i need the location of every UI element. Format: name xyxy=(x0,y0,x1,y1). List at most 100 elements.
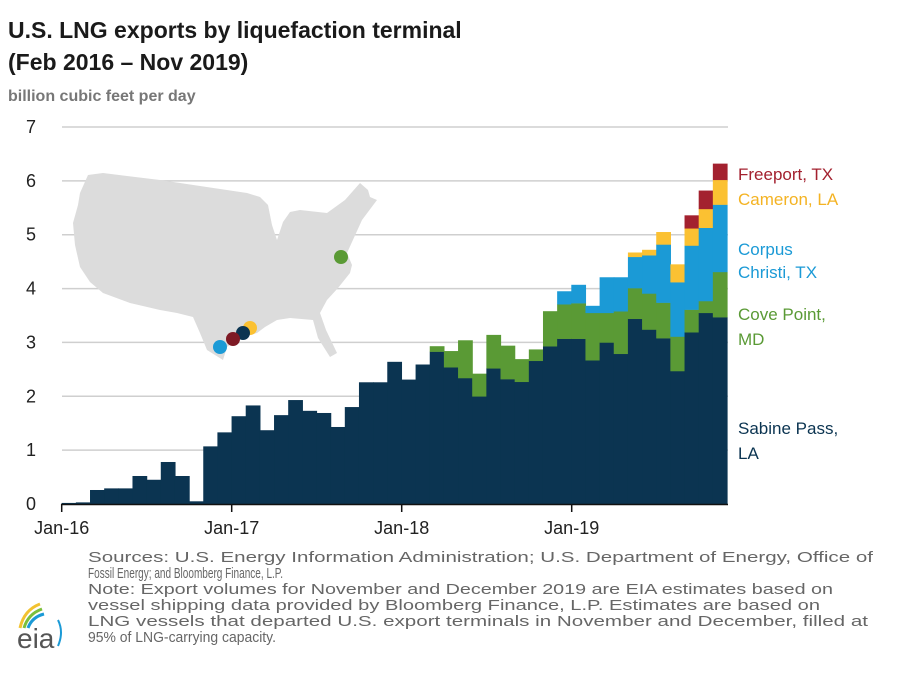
y-tick-label: 7 xyxy=(26,117,36,137)
bar-sabine-pass-la-2017-05 xyxy=(274,415,289,505)
bar-cove-point-md-2019-06 xyxy=(627,288,643,320)
bar-cove-point-md-2018-06 xyxy=(458,340,473,379)
footer-line: Note: Export volumes for November and De… xyxy=(88,581,833,598)
bar-sabine-pass-la-2018-04 xyxy=(429,351,445,505)
legend: Freeport, TX Cameron, LA Corpus Christi,… xyxy=(738,165,839,463)
bar-cove-point-md-2019-09 xyxy=(670,336,686,372)
bar-corpus-christi-tx-2019-09 xyxy=(670,282,686,337)
bar-cove-point-md-2018-10 xyxy=(514,359,530,383)
bar-cove-point-md-2018-05 xyxy=(443,351,459,368)
bar-freeport-tx-2019-10 xyxy=(684,215,700,229)
bar-sabine-pass-la-2018-08 xyxy=(486,368,502,505)
bar-cove-point-md-2019-07 xyxy=(642,293,657,330)
x-ticks: Jan-16 Jan-17 Jan-18 Jan-19 xyxy=(34,504,599,538)
bar-cove-point-md-2019-12 xyxy=(712,271,728,318)
bar-sabine-pass-la-2019-06 xyxy=(627,318,643,505)
bar-cove-point-md-2018-08 xyxy=(486,334,502,369)
y-tick-label: 6 xyxy=(26,171,36,191)
bar-sabine-pass-la-2018-03 xyxy=(415,364,431,505)
bar-cove-point-md-2018-11 xyxy=(528,349,544,362)
y-tick-label: 4 xyxy=(26,279,36,299)
bar-cameron-la-2019-11 xyxy=(698,208,714,229)
bar-sabine-pass-la-2018-01 xyxy=(387,361,403,505)
corpus-christi-marker xyxy=(213,340,227,354)
x-tick-label: Jan-18 xyxy=(374,518,429,538)
bar-corpus-christi-tx-2019-02 xyxy=(571,284,587,304)
bar-sabine-pass-la-2016-06 xyxy=(118,488,134,505)
bar-sabine-pass-la-2018-12 xyxy=(542,346,558,505)
bar-sabine-pass-la-2019-02 xyxy=(571,338,587,505)
bar-freeport-tx-2019-12 xyxy=(712,163,728,181)
x-tick-label: Jan-17 xyxy=(204,518,259,538)
bar-cove-point-md-2018-07 xyxy=(472,373,487,397)
y-tick-labels: 0 1 2 3 4 5 6 7 xyxy=(26,117,36,514)
bar-sabine-pass-la-2018-10 xyxy=(514,381,530,505)
bar-sabine-pass-la-2018-05 xyxy=(443,367,459,505)
bar-sabine-pass-la-2018-06 xyxy=(458,377,473,505)
bar-cove-point-md-2018-04 xyxy=(429,346,445,352)
bar-cove-point-md-2019-01 xyxy=(557,304,572,339)
x-tick-label: Jan-19 xyxy=(544,518,599,538)
footer-line: Sources: U.S. Energy Information Adminis… xyxy=(88,549,874,566)
bar-corpus-christi-tx-2019-07 xyxy=(642,255,657,294)
bar-cameron-la-2019-09 xyxy=(670,264,686,283)
bar-corpus-christi-tx-2019-03 xyxy=(585,305,601,314)
bar-sabine-pass-la-2017-07 xyxy=(302,410,318,505)
legend-sabine-pass-line1: Sabine Pass, xyxy=(738,419,838,438)
legend-cove-point-line1: Cove Point, xyxy=(738,305,826,324)
bar-sabine-pass-la-2017-02 xyxy=(231,416,247,505)
bar-sabine-pass-la-2019-04 xyxy=(599,342,615,505)
bar-corpus-christi-tx-2019-10 xyxy=(684,245,700,310)
bar-sabine-pass-la-2017-04 xyxy=(259,430,275,505)
legend-cameron: Cameron, LA xyxy=(738,190,839,209)
bar-cove-point-md-2019-04 xyxy=(599,312,615,343)
bar-sabine-pass-la-2019-01 xyxy=(557,338,572,505)
bar-sabine-pass-la-2018-02 xyxy=(401,379,417,505)
bar-cove-point-md-2019-08 xyxy=(656,302,671,339)
bar-sabine-pass-la-2017-09 xyxy=(330,426,346,505)
chart-title: U.S. LNG exports by liquefaction termina… xyxy=(8,17,462,43)
bar-sabine-pass-la-2017-06 xyxy=(288,400,303,505)
legend-sabine-pass-line2: LA xyxy=(738,444,759,463)
bar-cove-point-md-2019-10 xyxy=(684,309,700,333)
bar-cameron-la-2019-06 xyxy=(627,252,643,258)
bar-corpus-christi-tx-2019-11 xyxy=(698,227,714,302)
eia-logo: eia xyxy=(17,602,62,654)
bar-sabine-pass-la-2018-09 xyxy=(500,379,516,505)
footer-line: 95% of LNG-carrying capacity. xyxy=(88,629,276,646)
bar-cove-point-md-2019-11 xyxy=(698,300,714,314)
bar-sabine-pass-la-2017-03 xyxy=(245,405,261,505)
footer-line: LNG vessels that departed U.S. export te… xyxy=(88,613,869,630)
bar-cameron-la-2019-07 xyxy=(642,249,657,256)
bar-cove-point-md-2018-12 xyxy=(542,311,558,347)
bar-freeport-tx-2019-11 xyxy=(698,190,714,210)
bar-sabine-pass-la-2016-07 xyxy=(132,475,148,505)
y-tick-label: 0 xyxy=(26,494,36,514)
bar-corpus-christi-tx-2019-05 xyxy=(613,277,629,312)
bar-sabine-pass-la-2016-03 xyxy=(75,502,91,505)
x-tick-label: Jan-16 xyxy=(34,518,89,538)
bar-sabine-pass-la-2019-03 xyxy=(585,360,601,505)
bar-sabine-pass-la-2017-10 xyxy=(344,407,360,505)
bar-sabine-pass-la-2016-04 xyxy=(90,489,105,505)
footer-line: Fossil Energy; and Bloomberg Finance, L.… xyxy=(88,565,283,582)
bar-cove-point-md-2019-05 xyxy=(613,311,629,355)
bar-sabine-pass-la-2016-05 xyxy=(104,488,119,505)
bar-sabine-pass-la-2019-05 xyxy=(613,353,629,505)
bar-cove-point-md-2019-02 xyxy=(571,303,587,339)
bar-sabine-pass-la-2017-11 xyxy=(358,382,374,505)
legend-corpus-christi-line2: Christi, TX xyxy=(738,263,817,282)
chart-title-line2: (Feb 2016 – Nov 2019) xyxy=(8,49,248,75)
eia-logo-text: eia xyxy=(17,623,55,654)
bar-sabine-pass-la-2016-08 xyxy=(146,479,162,505)
bar-corpus-christi-tx-2019-12 xyxy=(712,204,728,273)
us-map-shape xyxy=(73,173,377,360)
legend-cove-point-line2: MD xyxy=(738,330,764,349)
bar-cameron-la-2019-10 xyxy=(684,228,700,246)
bar-sabine-pass-la-2016-02 xyxy=(61,502,77,505)
bar-sabine-pass-la-2018-11 xyxy=(528,360,544,505)
cove-point-marker xyxy=(334,250,348,264)
footer-notes: Sources: U.S. Energy Information Adminis… xyxy=(88,549,874,646)
y-tick-label: 5 xyxy=(26,225,36,245)
